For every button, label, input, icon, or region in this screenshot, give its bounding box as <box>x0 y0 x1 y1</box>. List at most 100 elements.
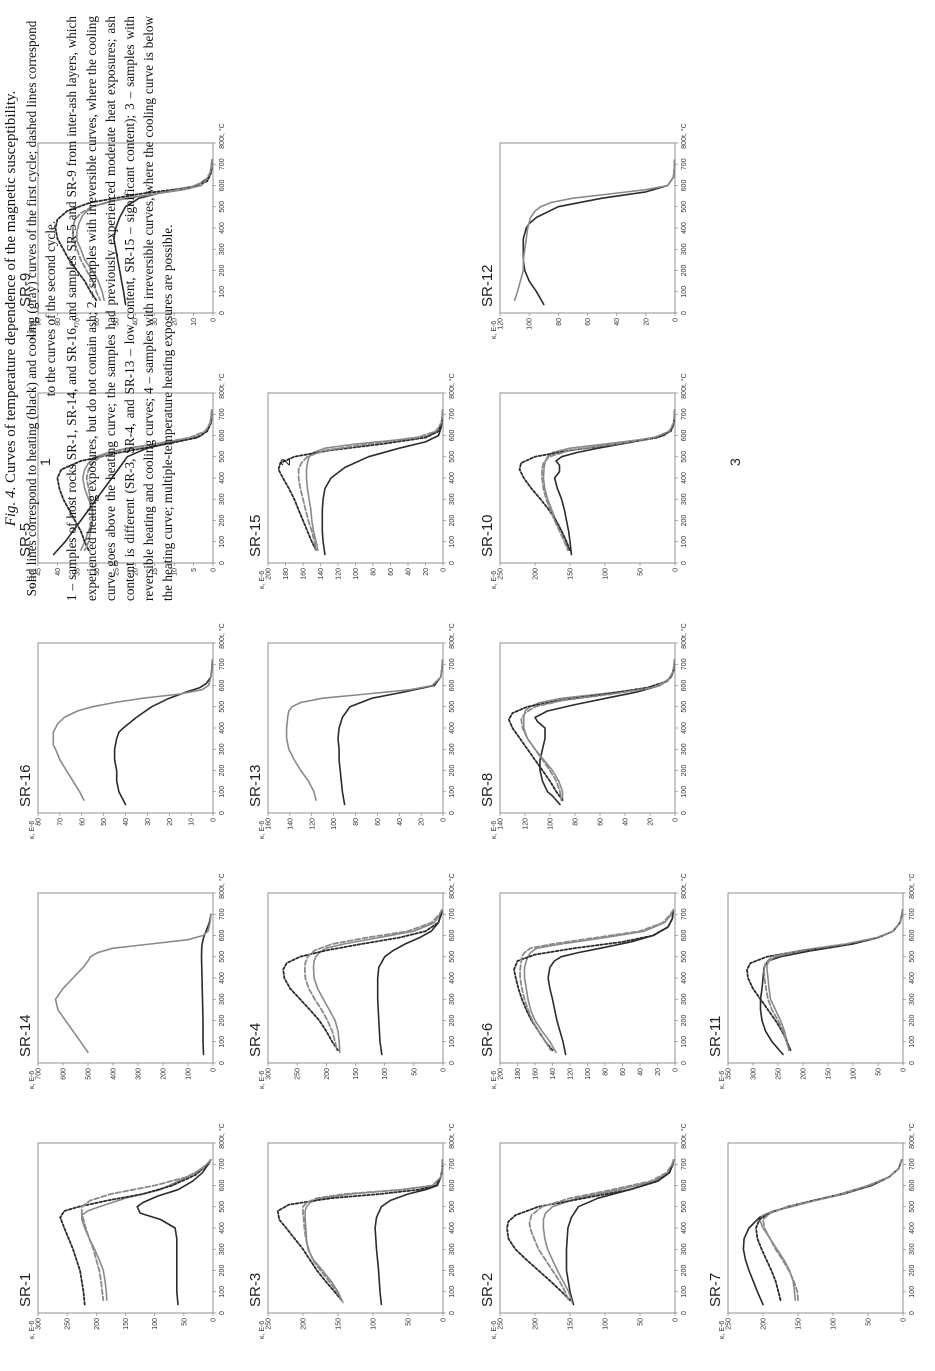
x-tick-label: 800 <box>681 637 688 649</box>
x-tick-label: 200 <box>681 1015 688 1027</box>
x-tick-label: 300 <box>681 1243 688 1255</box>
x-tick-label: 700 <box>681 408 688 420</box>
x-tick-label: 300 <box>219 493 226 505</box>
x-tick-label: 600 <box>681 1180 688 1192</box>
panel-title: SR-9 <box>17 273 34 307</box>
series-line-cooling-1 <box>523 659 676 801</box>
x-tick-label: 300 <box>449 493 456 505</box>
x-tick-label: 800 <box>219 137 226 149</box>
y-tick-label: 200 <box>801 1068 808 1080</box>
x-axis-label: t, °C <box>680 623 688 637</box>
x-tick-label: 700 <box>219 908 226 920</box>
x-tick-label: 300 <box>681 493 688 505</box>
y-tick-label: 20 <box>172 318 179 326</box>
y-tick-label: 120 <box>523 818 530 830</box>
series-line-heating-1 <box>522 159 676 306</box>
y-tick-label: 0 <box>673 568 680 572</box>
plot-frame <box>37 642 214 814</box>
x-tick-label: 600 <box>219 180 226 192</box>
x-tick-label: 100 <box>219 536 226 548</box>
x-axis-label: t, °C <box>218 123 226 137</box>
x-tick-label: 600 <box>681 680 688 692</box>
y-tick-label: 0 <box>673 318 680 322</box>
y-tick-label: 200 <box>94 1318 101 1330</box>
y-tick-label: 50 <box>113 318 120 326</box>
y-tick-label: 150 <box>568 568 575 580</box>
x-tick-label: 0 <box>219 1061 226 1065</box>
y-tick-label: 40 <box>638 1068 645 1076</box>
series-line-cooling-1 <box>312 909 443 1054</box>
x-tick-label: 600 <box>219 930 226 942</box>
panel-title: SR-12 <box>479 264 496 307</box>
panel-title: SR-11 <box>707 1016 724 1057</box>
y-tick-label: 40 <box>614 318 621 326</box>
x-tick-label: 500 <box>681 951 688 963</box>
x-tick-label: 700 <box>449 658 456 670</box>
x-tick-label: 100 <box>909 1036 916 1048</box>
chart-panel-sr-3: SR-3 κ, E-6 0 50 100 150 200 250 0 100 200 300 400 50… <box>247 1123 456 1339</box>
y-axis-label: κ, E-6 <box>719 1071 726 1089</box>
x-tick-label: 600 <box>219 430 226 442</box>
y-tick-label: 20 <box>167 818 174 826</box>
y-tick-label: 250 <box>65 1318 72 1330</box>
y-tick-label: 10 <box>189 818 196 826</box>
series-line-heating-1 <box>321 409 444 556</box>
y-tick-label: 300 <box>136 1068 143 1080</box>
x-tick-label: 200 <box>449 765 456 777</box>
y-tick-label: 0 <box>441 1318 448 1322</box>
x-tick-label: 200 <box>449 1265 456 1277</box>
x-tick-label: 0 <box>449 1311 456 1315</box>
x-tick-label: 0 <box>449 811 456 815</box>
x-tick-label: 400 <box>219 722 226 734</box>
y-tick-label: 0 <box>211 1068 218 1072</box>
x-tick-label: 600 <box>449 930 456 942</box>
x-tick-label: 0 <box>449 1061 456 1065</box>
y-tick-label: 150 <box>796 1318 803 1330</box>
x-tick-label: 200 <box>681 1265 688 1277</box>
x-tick-label: 0 <box>909 1061 916 1065</box>
y-tick-label: 120 <box>498 318 505 330</box>
x-tick-label: 100 <box>681 536 688 548</box>
y-axis-label: κ, E-6 <box>259 821 266 839</box>
y-tick-label: 50 <box>866 1318 873 1326</box>
x-tick-label: 0 <box>681 811 688 815</box>
x-axis-label: t, °C <box>908 873 916 887</box>
series-line-heating-1 <box>113 659 214 806</box>
panel-title: SR-14 <box>17 1014 34 1057</box>
x-tick-label: 800 <box>681 137 688 149</box>
plot-frame <box>499 1142 676 1314</box>
y-tick-label: 140 <box>550 1068 557 1080</box>
y-tick-label: 60 <box>375 818 382 826</box>
plot-frame <box>267 892 444 1064</box>
x-tick-label: 600 <box>681 430 688 442</box>
plot-frame <box>267 642 444 814</box>
plot-frame <box>727 1142 904 1314</box>
x-tick-label: 500 <box>219 201 226 213</box>
y-tick-label: 140 <box>498 818 505 830</box>
y-tick-label: 100 <box>382 1068 389 1080</box>
x-tick-label: 100 <box>681 286 688 298</box>
y-axis-label: κ, E-6 <box>259 1071 266 1089</box>
x-tick-label: 800 <box>219 887 226 899</box>
y-tick-label: 40 <box>406 568 413 576</box>
chart-panel-sr-7: SR-7 κ, E-6 0 50 100 150 200 250 0 100 200 300 400 50… <box>707 1123 916 1339</box>
y-axis-label: κ, E-6 <box>491 1071 498 1089</box>
x-tick-label: 400 <box>681 722 688 734</box>
series-line-cooling-2 <box>520 663 676 802</box>
x-axis-label: t, °C <box>680 373 688 387</box>
y-tick-label: 0 <box>441 1068 448 1072</box>
x-tick-label: 0 <box>219 1311 226 1315</box>
x-tick-label: 100 <box>681 786 688 798</box>
x-axis-label: t, °C <box>448 623 456 637</box>
y-tick-label: 250 <box>266 1318 273 1330</box>
y-tick-label: 200 <box>533 568 540 580</box>
x-tick-label: 400 <box>681 972 688 984</box>
x-tick-label: 500 <box>449 701 456 713</box>
group-number: 1 <box>37 458 53 466</box>
series-line-cooling-2 <box>302 1159 444 1302</box>
y-axis-label: κ, E-6 <box>29 571 36 589</box>
y-tick-label: 250 <box>498 568 505 580</box>
x-tick-label: 500 <box>219 951 226 963</box>
y-tick-label: 0 <box>441 568 448 572</box>
